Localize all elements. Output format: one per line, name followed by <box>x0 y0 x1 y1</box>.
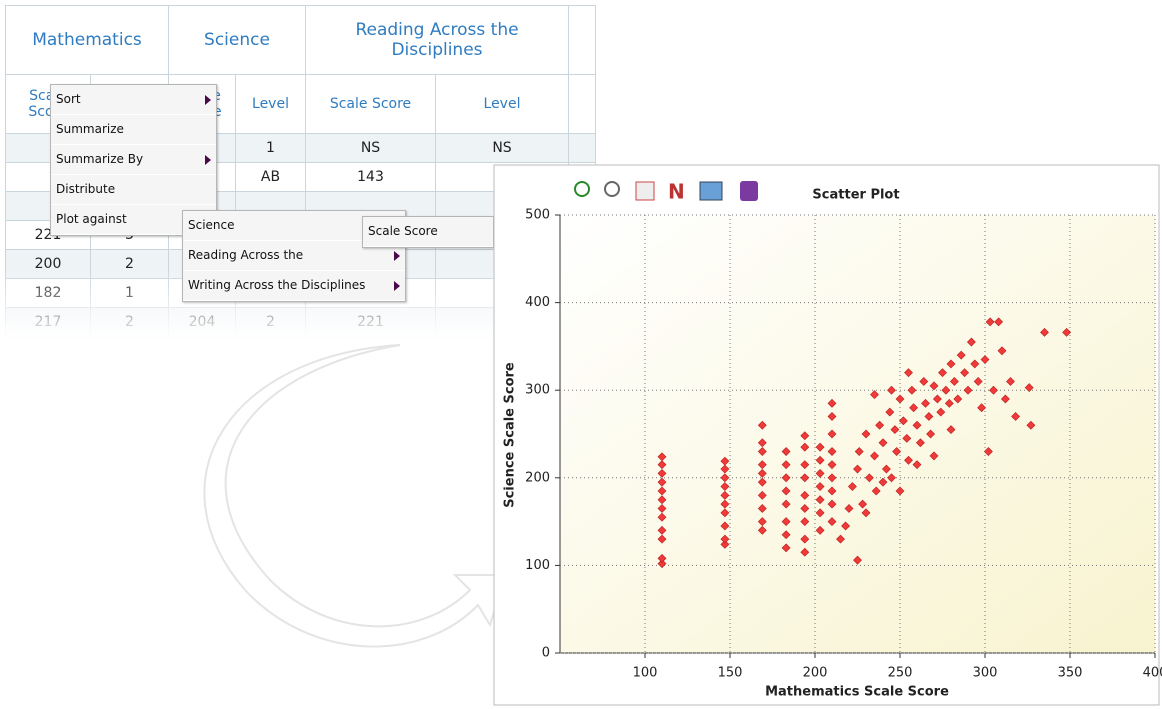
chart-title: Scatter Plot <box>812 188 899 203</box>
plot-area <box>560 215 1155 653</box>
y-tick-label: 500 <box>525 208 550 223</box>
x-tick-label: 100 <box>633 666 658 681</box>
y-axis-label: Science Scale Score <box>503 362 518 508</box>
x-tick-label: 400 <box>1143 666 1162 681</box>
help-icon[interactable] <box>740 181 758 201</box>
x-tick-label: 350 <box>1058 666 1083 681</box>
pan-icon[interactable] <box>636 182 654 200</box>
y-tick-label: 0 <box>542 646 550 661</box>
page: {"table": {"groups": ["Mathematics", "Sc… <box>0 0 1162 709</box>
y-tick-label: 300 <box>525 383 550 398</box>
y-tick-label: 200 <box>525 470 550 485</box>
decorative-arrow <box>204 345 505 647</box>
x-axis-label: Mathematics Scale Score <box>765 685 949 700</box>
n-icon[interactable]: N <box>668 180 685 204</box>
save-icon[interactable] <box>700 182 722 200</box>
x-tick-label: 150 <box>718 666 743 681</box>
y-tick-label: 400 <box>525 295 550 310</box>
chart-layer: N Scatter Plot Mathematics Scale Score S… <box>0 0 1162 709</box>
x-tick-label: 200 <box>803 666 828 681</box>
x-tick-label: 250 <box>888 666 913 681</box>
x-tick-label: 300 <box>973 666 998 681</box>
y-tick-label: 100 <box>525 558 550 573</box>
